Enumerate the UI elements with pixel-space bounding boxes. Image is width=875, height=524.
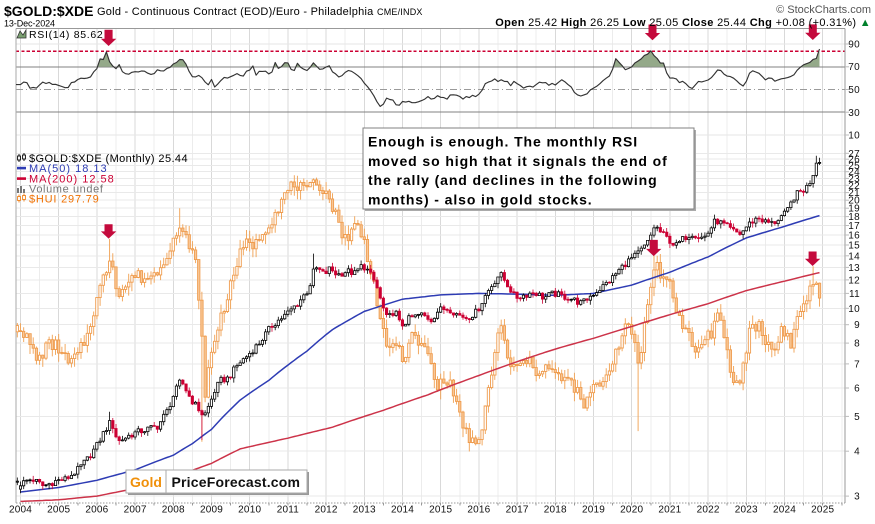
svg-text:20: 20 (848, 196, 860, 207)
svg-text:2021: 2021 (658, 505, 681, 516)
svg-text:27: 27 (848, 149, 860, 160)
svg-text:2024: 2024 (773, 505, 796, 516)
svg-text:2005: 2005 (47, 505, 70, 516)
svg-text:Gold: Gold (130, 474, 162, 490)
svg-text:7: 7 (854, 359, 860, 370)
svg-text:© StockCharts.com: © StockCharts.com (776, 4, 871, 16)
svg-text:17: 17 (848, 221, 860, 232)
svg-text:2010: 2010 (238, 505, 261, 516)
svg-text:13-Dec-2024: 13-Dec-2024 (4, 19, 55, 29)
svg-text:16: 16 (848, 231, 860, 242)
svg-text:2016: 2016 (467, 505, 490, 516)
svg-text:50: 50 (848, 85, 860, 96)
svg-text:PriceForecast.com: PriceForecast.com (172, 474, 301, 490)
svg-text:30: 30 (848, 108, 860, 119)
svg-text:2018: 2018 (544, 505, 567, 516)
svg-text:22: 22 (848, 181, 860, 192)
svg-text:9: 9 (854, 320, 860, 331)
svg-text:RSI(14) 85.62: RSI(14) 85.62 (29, 29, 103, 41)
svg-text:10: 10 (848, 131, 860, 142)
svg-text:90: 90 (848, 40, 860, 51)
svg-text:$HUI 297.79: $HUI 297.79 (29, 194, 100, 206)
svg-text:$GOLD:$XDE: $GOLD:$XDE (4, 3, 93, 19)
svg-text:13: 13 (848, 263, 860, 274)
svg-text:25: 25 (848, 161, 860, 172)
svg-text:$GOLD:$XDE (Monthly) 25.44: $GOLD:$XDE (Monthly) 25.44 (29, 153, 188, 165)
svg-text:2020: 2020 (620, 505, 643, 516)
svg-text:12: 12 (848, 275, 860, 286)
svg-text:2009: 2009 (200, 505, 223, 516)
svg-text:19: 19 (848, 204, 860, 215)
svg-text:Enough is enough. The monthly: Enough is enough. The monthly RSI (368, 134, 638, 150)
svg-text:MA(200) 12.58: MA(200) 12.58 (29, 174, 115, 186)
svg-text:the rally (and declines in the: the rally (and declines in the following (368, 172, 658, 188)
svg-text:14: 14 (848, 251, 860, 262)
svg-text:15: 15 (848, 241, 860, 252)
svg-text:Open 25.42 High 26.25 Low 25.0: Open 25.42 High 26.25 Low 25.05 Close 25… (495, 17, 871, 29)
svg-text:23: 23 (848, 174, 860, 185)
svg-text:4: 4 (854, 447, 860, 458)
svg-text:2008: 2008 (162, 505, 185, 516)
svg-text:2017: 2017 (506, 505, 529, 516)
svg-text:2004: 2004 (9, 505, 32, 516)
svg-text:2013: 2013 (353, 505, 376, 516)
svg-text:2015: 2015 (429, 505, 452, 516)
svg-text:8: 8 (854, 339, 860, 350)
svg-text:2006: 2006 (85, 505, 108, 516)
svg-text:2019: 2019 (582, 505, 605, 516)
svg-text:Volume undef: Volume undef (29, 184, 104, 196)
svg-text:CME/INDX: CME/INDX (377, 7, 423, 17)
svg-text:months) - also in gold stocks.: months) - also in gold stocks. (368, 191, 593, 207)
svg-text:Gold - Continuous Contract (EO: Gold - Continuous Contract (EOD)/Euro - … (97, 6, 374, 18)
svg-text:21: 21 (848, 188, 860, 199)
svg-text:18: 18 (848, 212, 860, 223)
svg-text:2007: 2007 (124, 505, 147, 516)
svg-text:2023: 2023 (735, 505, 758, 516)
svg-text:moved so high that it signals: moved so high that it signals the end of (368, 153, 668, 169)
svg-text:5: 5 (854, 412, 860, 423)
svg-text:70: 70 (848, 62, 860, 73)
svg-text:6: 6 (854, 384, 860, 395)
svg-text:26: 26 (848, 155, 860, 166)
svg-text:11: 11 (849, 289, 860, 300)
svg-text:3: 3 (854, 492, 860, 503)
svg-text:2012: 2012 (315, 505, 338, 516)
svg-text:24: 24 (848, 167, 860, 178)
svg-text:2022: 2022 (697, 505, 720, 516)
svg-text:10: 10 (848, 304, 860, 315)
svg-text:2011: 2011 (277, 505, 300, 516)
svg-text:2014: 2014 (391, 505, 414, 516)
svg-text:2025: 2025 (811, 505, 834, 516)
svg-text:MA(50) 18.13: MA(50) 18.13 (29, 163, 108, 175)
